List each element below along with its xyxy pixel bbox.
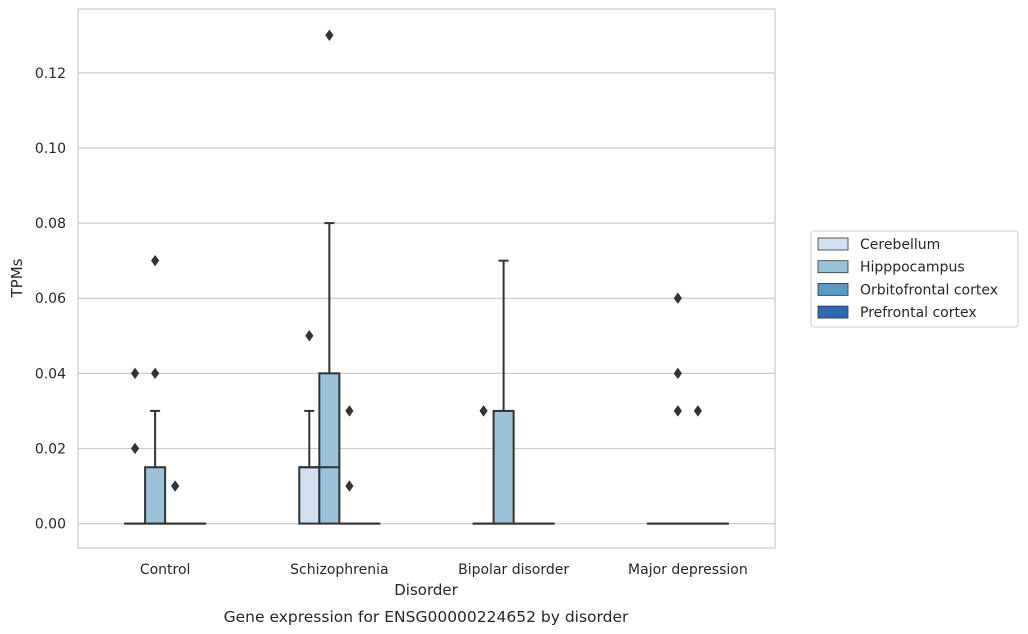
y-tick-labels: 0.00 0.02 0.04 0.06 0.08 0.10 0.12 [35, 66, 66, 533]
outlier-point [673, 405, 682, 417]
legend-label: Hipppocampus [860, 260, 965, 276]
outlier-point [345, 480, 354, 492]
box-group [686, 405, 709, 525]
box-group [492, 259, 515, 525]
box-group [144, 254, 167, 525]
legend-swatch [817, 282, 849, 296]
legend-swatch [817, 305, 849, 319]
box-group [164, 480, 187, 525]
plot-frame [77, 8, 776, 549]
box [492, 409, 515, 525]
y-tick-label: 0.12 [35, 66, 66, 82]
outlier-point [479, 405, 488, 417]
legend-label: Prefrontal cortex [860, 305, 977, 321]
y-tick-label: 0.04 [35, 366, 66, 382]
outlier-point [130, 442, 140, 455]
x-tick-label: Major depression [628, 562, 748, 578]
y-axis-label: TPMs [8, 258, 26, 298]
box-group [472, 405, 495, 525]
legend-label: Orbitofrontal cortex [860, 282, 998, 298]
box [298, 466, 321, 525]
outlier-point [171, 480, 180, 492]
legend-frame [810, 230, 1019, 328]
outlier-point [325, 29, 334, 41]
boxes [124, 29, 729, 525]
box-group [298, 330, 321, 525]
outlier-point [345, 405, 354, 417]
legend: Cerebellum Hipppocampus Orbitofrontal cort… [810, 230, 1019, 328]
outlier-point [130, 367, 140, 380]
y-tick-label: 0.10 [35, 141, 66, 157]
y-tick-label: 0.02 [35, 441, 66, 457]
x-tick-label: Schizophrenia [290, 562, 388, 578]
outlier-point [151, 254, 160, 267]
legend-swatch [817, 260, 849, 274]
box-group [666, 292, 689, 525]
outlier-point [673, 367, 682, 380]
legend-label: Cerebellum [860, 237, 940, 253]
outlier-point [673, 292, 682, 304]
y-tick-label: 0.00 [35, 517, 66, 533]
grid-lines [78, 72, 775, 525]
box-group [338, 405, 361, 525]
outlier-point [151, 367, 160, 380]
outlier-point [305, 330, 314, 342]
chart-caption: Gene expression for ENSG00000224652 by d… [224, 608, 629, 626]
box [318, 372, 341, 525]
y-tick-label: 0.08 [35, 216, 66, 232]
box-group [318, 29, 341, 525]
legend-swatch [817, 237, 849, 251]
box [144, 466, 167, 525]
y-tick-label: 0.06 [35, 291, 66, 307]
x-axis-label: Disorder [394, 581, 458, 599]
outlier-point [693, 405, 702, 417]
box-group [124, 367, 147, 525]
x-tick-labels: Control Schizophrenia Bipolar disorder Majo… [140, 562, 748, 578]
x-tick-label: Bipolar disorder [458, 562, 569, 578]
x-tick-label: Control [140, 562, 191, 578]
